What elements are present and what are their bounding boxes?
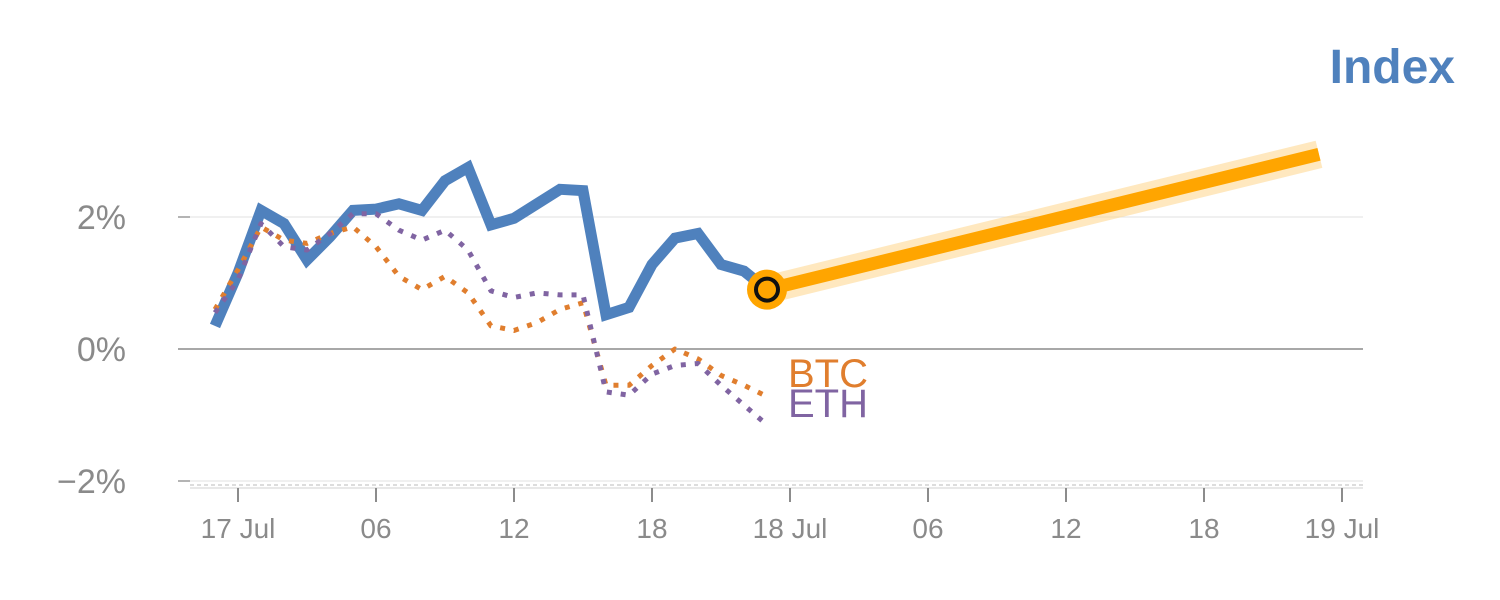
series-line-eth <box>212 211 769 427</box>
x-tick-label: 17 Jul <box>201 513 276 544</box>
x-tick-label: 19 Jul <box>1305 513 1380 544</box>
series-layer <box>209 140 1323 427</box>
grid-layer <box>178 216 1363 482</box>
x-tick-label: 18 Jul <box>753 513 828 544</box>
y-tick-label: 0% <box>77 331 126 369</box>
x-tick-label: 06 <box>360 513 391 544</box>
series-label-eth: ETH <box>788 382 868 426</box>
y-tick-label: −2% <box>57 463 126 501</box>
x-tick-label: 18 <box>636 513 667 544</box>
axis-layer: 2% 0% −2% 17 Jul 06 12 18 18 Jul 06 12 18 19 Jul <box>57 199 1379 544</box>
y-tick-label: 2% <box>77 199 126 237</box>
series-line-index <box>209 159 771 329</box>
x-tick-label: 12 <box>498 513 529 544</box>
endpoint-marker <box>754 276 780 303</box>
series-label-btc: BTC <box>788 352 868 396</box>
chart-title: Index <box>1330 41 1456 94</box>
series-line-index-projection <box>765 147 1321 296</box>
x-tick-label: 06 <box>912 513 943 544</box>
series-line-btc <box>212 224 769 399</box>
x-tick-label: 18 <box>1188 513 1219 544</box>
x-tick-label: 12 <box>1050 513 1081 544</box>
